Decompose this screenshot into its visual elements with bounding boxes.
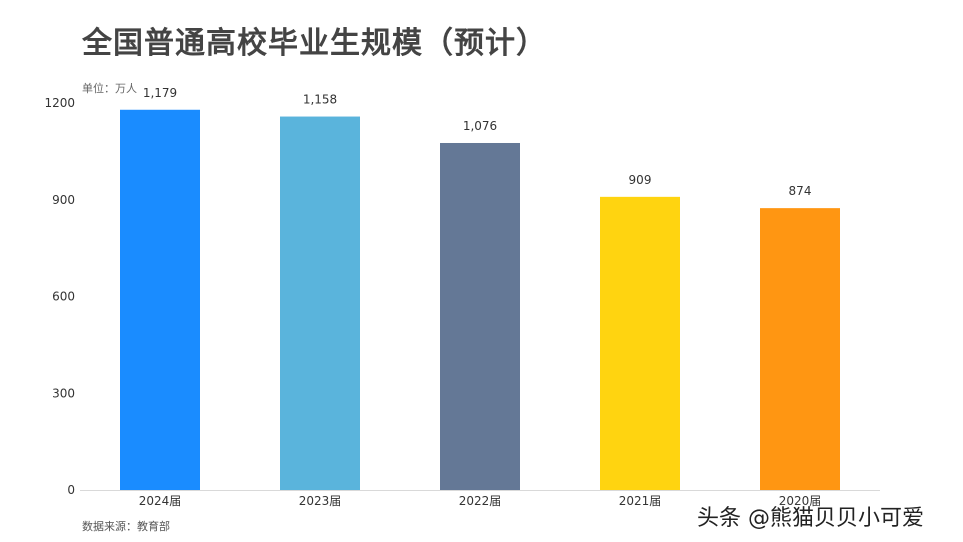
x-tick-label: 2022届 [459, 494, 502, 508]
bar-value-label: 1,158 [303, 93, 337, 107]
x-tick-label: 2021届 [619, 494, 662, 508]
bar-value-label: 1,076 [463, 119, 497, 133]
data-source: 数据来源：教育部 [82, 520, 170, 533]
unit-label: 单位：万人 [82, 82, 137, 95]
bar [600, 196, 680, 490]
bar [760, 208, 840, 490]
y-axis: 0 300 600 900 1200 [44, 96, 75, 497]
x-axis: 2024届 2023届 2022届 2021届 2020届 [139, 494, 822, 508]
watermark: 头条 @熊猫贝贝小可爱 [697, 506, 924, 531]
y-tick-label: 300 [52, 386, 75, 400]
bar-value-label: 1,179 [143, 86, 177, 100]
y-tick-label: 900 [52, 193, 75, 207]
y-tick-label: 1200 [44, 96, 75, 110]
bar [280, 116, 360, 491]
y-tick-label: 0 [67, 483, 75, 497]
value-labels: 1,179 1,158 1,076 909 874 [143, 86, 812, 198]
bar-value-label: 909 [629, 173, 652, 187]
x-tick-label: 2020届 [779, 494, 822, 508]
y-tick-label: 600 [52, 290, 75, 304]
x-tick-label: 2023届 [299, 494, 342, 508]
bar-value-label: 874 [789, 184, 812, 198]
bar [120, 109, 200, 491]
x-tick-label: 2024届 [139, 494, 182, 508]
bars-group [120, 109, 840, 491]
bar [440, 142, 520, 491]
chart-title: 全国普通高校毕业生规模（预计） [82, 26, 547, 61]
